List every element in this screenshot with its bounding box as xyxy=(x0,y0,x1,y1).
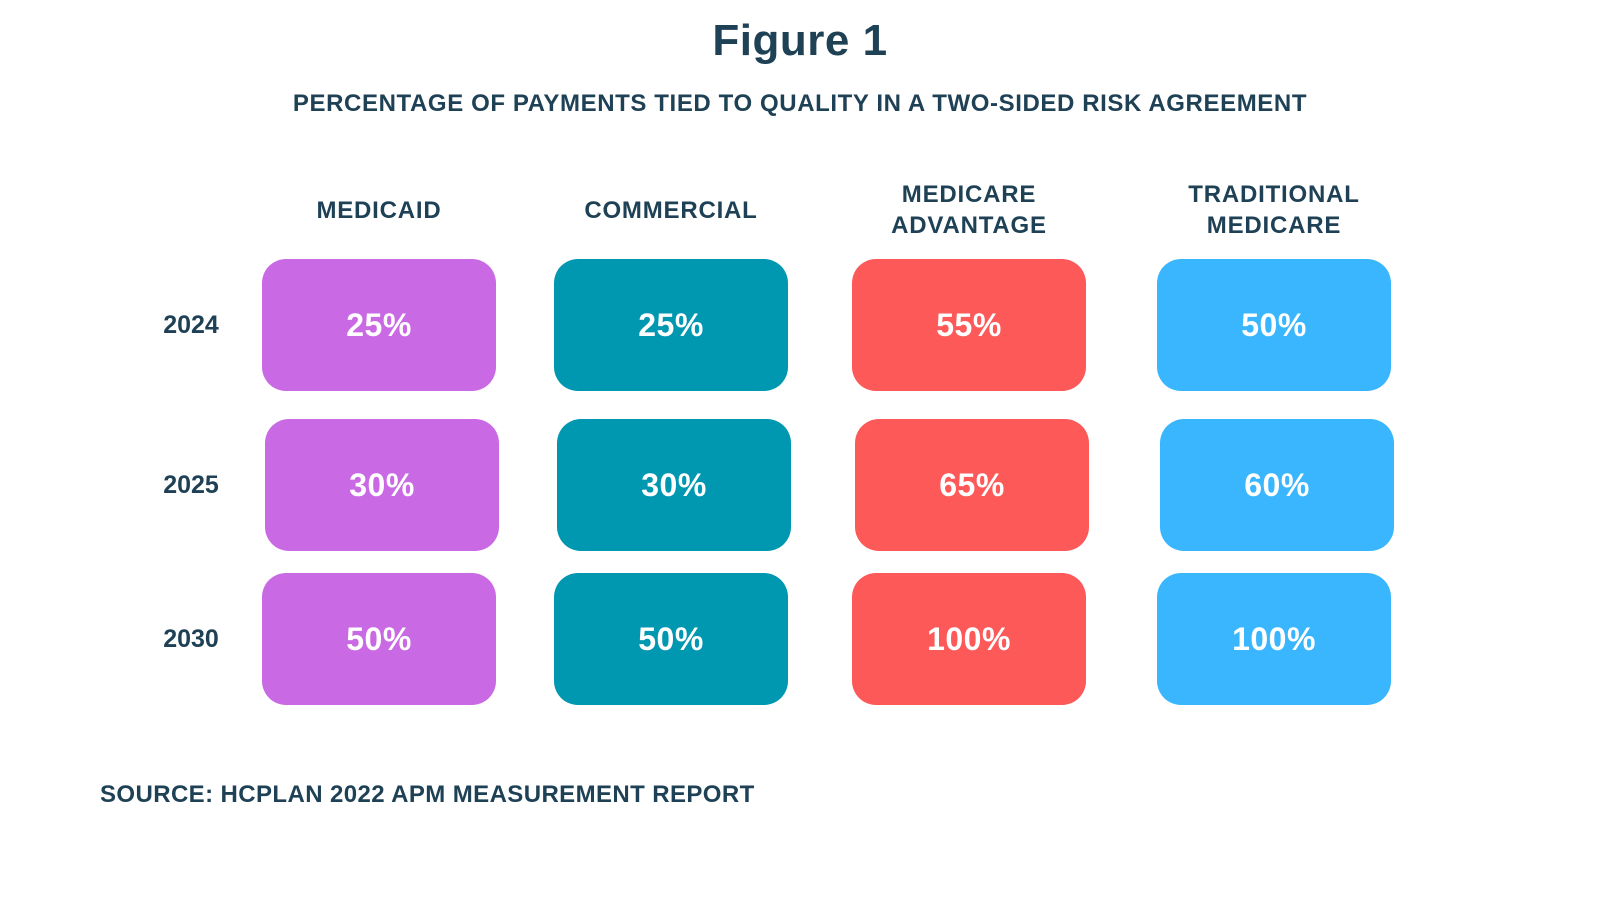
value-cell: 50% xyxy=(554,573,788,705)
value-cell: 25% xyxy=(262,259,496,391)
row-label: 2024 xyxy=(163,310,219,339)
column-header: MEDICARE ADVANTAGE xyxy=(891,181,1047,239)
column-header: TRADITIONAL MEDICARE xyxy=(1188,181,1360,239)
source-note: SOURCE: HCPLAN 2022 APM MEASUREMENT REPO… xyxy=(100,781,755,808)
value-cell: 65% xyxy=(855,419,1089,551)
value-cell: 30% xyxy=(557,419,791,551)
row-label: 2030 xyxy=(163,624,219,653)
value-cell: 55% xyxy=(852,259,1086,391)
chart-title: PERCENTAGE OF PAYMENTS TIED TO QUALITY I… xyxy=(292,90,1308,117)
value-cell: 50% xyxy=(262,573,496,705)
row-label: 2025 xyxy=(163,470,219,499)
value-cell: 25% xyxy=(554,259,788,391)
column-header: COMMERCIAL xyxy=(584,196,758,224)
value-cell: 60% xyxy=(1160,419,1394,551)
value-cell: 30% xyxy=(265,419,499,551)
value-cell: 50% xyxy=(1157,259,1391,391)
value-cell: 100% xyxy=(852,573,1086,705)
column-header: MEDICAID xyxy=(316,196,442,224)
figure-title: Figure 1 xyxy=(712,16,888,65)
value-cell: 100% xyxy=(1157,573,1391,705)
